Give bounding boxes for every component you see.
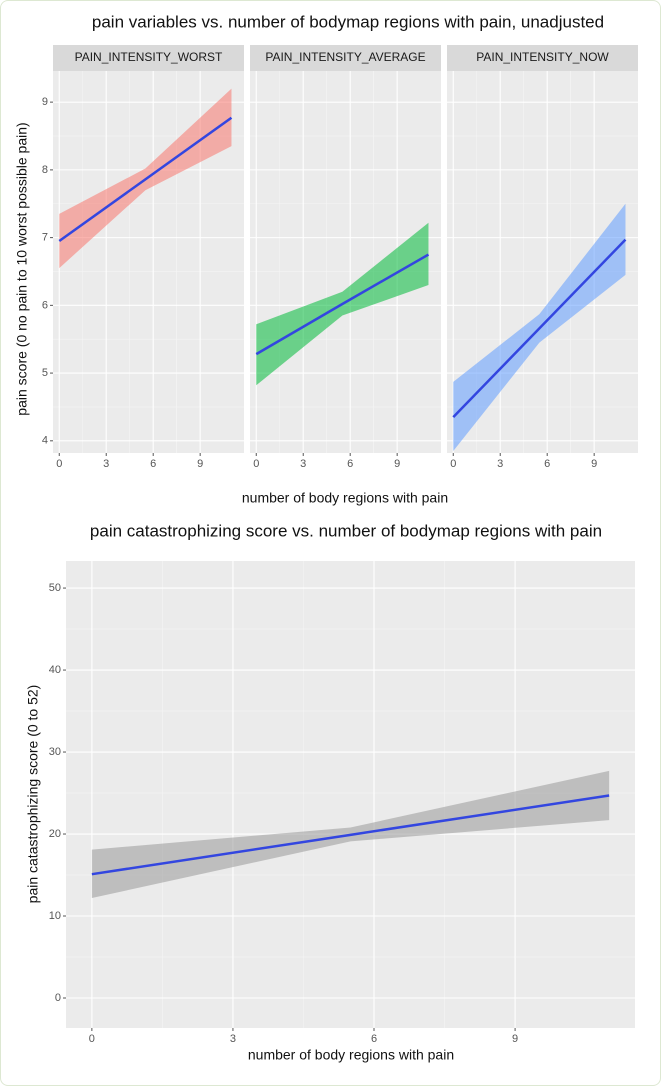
x-axis-label: number of body regions with pain [248, 1047, 454, 1063]
chart-title: pain catastrophizing score vs. number of… [90, 521, 602, 540]
x-tick-label: 6 [150, 458, 156, 470]
fit-line [452, 238, 627, 418]
x-tick-label: 6 [544, 458, 550, 470]
y-tick-label: 30 [49, 746, 61, 758]
facet-strip [53, 45, 244, 71]
y-tick-label: 7 [42, 232, 48, 244]
y-tick-label: 8 [42, 164, 48, 176]
y-tick-label: 0 [55, 992, 61, 1004]
x-tick-label: 3 [230, 1033, 236, 1045]
y-tick-label: 6 [42, 299, 48, 311]
x-tick-label: 6 [347, 458, 353, 470]
x-tick-label: 9 [394, 458, 400, 470]
y-tick-label: 10 [49, 910, 61, 922]
x-tick-label: 9 [197, 458, 203, 470]
facet-label: PAIN_INTENSITY_AVERAGE [265, 50, 425, 64]
x-tick-label: 3 [300, 458, 306, 470]
x-tick-label: 6 [371, 1033, 377, 1045]
facet-strip [250, 45, 441, 71]
x-tick-label: 0 [89, 1033, 95, 1045]
chart-title: pain variables vs. number of bodymap reg… [92, 12, 604, 31]
x-tick-label: 3 [497, 458, 503, 470]
y-tick-label: 20 [49, 828, 61, 840]
y-axis-label: pain catastrophizing score (0 to 52) [25, 685, 41, 904]
facet-label: PAIN_INTENSITY_NOW [476, 50, 609, 64]
facet-label: PAIN_INTENSITY_WORST [75, 50, 223, 64]
facet-strip [447, 45, 638, 71]
x-tick-label: 0 [56, 458, 62, 470]
x-tick-label: 3 [103, 458, 109, 470]
fit-line [58, 116, 233, 243]
x-tick-label: 9 [591, 458, 597, 470]
x-axis-label: number of body regions with pain [242, 490, 448, 506]
y-tick-label: 40 [49, 664, 61, 676]
y-tick-label: 9 [42, 96, 48, 108]
x-tick-label: 0 [450, 458, 456, 470]
x-tick-label: 0 [253, 458, 259, 470]
x-tick-label: 9 [512, 1033, 518, 1045]
y-tick-label: 4 [42, 435, 48, 447]
fit-line [255, 253, 430, 356]
y-tick-label: 50 [49, 582, 61, 594]
y-tick-label: 5 [42, 367, 48, 379]
y-axis-label: pain score (0 no pain to 10 worst possib… [14, 122, 30, 415]
fit-line [91, 794, 610, 876]
